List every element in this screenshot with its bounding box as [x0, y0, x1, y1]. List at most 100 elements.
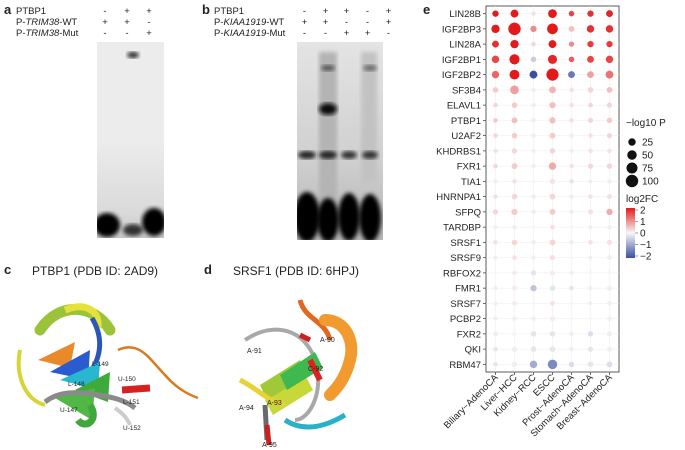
residue-label: A-93: [267, 400, 282, 407]
y-tick-label: LIN28B: [449, 9, 481, 20]
dot-ELAVL1-Liver−HCC: [511, 102, 518, 108]
dot-KHDRBS1-Liver−HCC: [511, 148, 518, 154]
color-legend-label: −1: [640, 240, 652, 251]
dot-IGF2BP2-ESCC: [546, 68, 559, 81]
dot-HNRNPA1-Biliary−AdenoCA: [493, 194, 498, 199]
dot-SRSF1-Biliary−AdenoCA: [493, 240, 498, 245]
dot-RBFOX2-Prost−AdenoCA: [569, 270, 574, 275]
size-legend-dot: [626, 162, 638, 174]
dot-TARDBP-Breast−AdenoCA: [607, 224, 612, 230]
dot-SRSF1-ESCC: [549, 239, 556, 246]
shifted-band-lane2: [319, 103, 337, 115]
dot-U2AF2-Liver−HCC: [511, 132, 518, 139]
dot-LIN28A-Liver−HCC: [510, 39, 519, 49]
dot-IGF2BP3-Liver−HCC: [508, 22, 521, 36]
y-tick-label: FMR1: [455, 284, 481, 295]
dot-KHDRBS1-Biliary−AdenoCA: [493, 148, 498, 153]
dot-HNRNPA1-Kidney−RCC: [531, 194, 536, 199]
dot-TIA1-ESCC: [549, 178, 556, 184]
panel-label-a: a: [4, 2, 12, 17]
dot-RBFOX2-Stomach−AdenoCA: [588, 270, 593, 276]
dot-LIN28B-Prost−AdenoCA: [568, 10, 575, 17]
lane-row-label: P-KIAA1919-WT: [214, 17, 285, 28]
dot-KHDRBS1-Prost−AdenoCA: [569, 148, 574, 153]
y-tick-label: TARDBP: [443, 223, 481, 234]
dot-FXR2-Kidney−RCC: [530, 331, 537, 337]
dot-IGF2BP3-Biliary−AdenoCA: [491, 24, 500, 34]
y-tick-label: QKI: [465, 345, 481, 356]
dot-ELAVL1-ESCC: [549, 101, 556, 109]
dot-FXR2-Stomach−AdenoCA: [587, 331, 594, 337]
dot-SFPQ-Prost−AdenoCA: [569, 209, 574, 215]
dot-TARDBP-Prost−AdenoCA: [569, 225, 574, 230]
dot-KHDRBS1-Stomach−AdenoCA: [588, 148, 593, 154]
lane-sign: +: [343, 6, 350, 17]
dot-RBFOX2-Biliary−AdenoCA: [493, 270, 498, 275]
dot-U2AF2-Biliary−AdenoCA: [493, 133, 498, 138]
dot-RBM47-Stomach−AdenoCA: [587, 361, 594, 368]
panel-label-c: c: [4, 262, 12, 277]
dot-TARDBP-Kidney−RCC: [531, 225, 536, 230]
lane-row-label: P-TRIM38-WT: [16, 17, 78, 28]
dot-SRSF7-Prost−AdenoCA: [569, 301, 574, 306]
dot-IGF2BP1-Biliary−AdenoCA: [491, 55, 500, 64]
panel-c-title: PTBP1 (PDB ID: 2AD9): [32, 264, 159, 278]
y-tick-label: SRSF1: [450, 238, 481, 249]
dot-RBM47-Liver−HCC: [511, 361, 518, 368]
residue-label: U-152: [123, 425, 141, 432]
free-probe-band-lane3: [338, 193, 360, 240]
lane-sign: +: [343, 28, 350, 39]
dot-ELAVL1-Breast−AdenoCA: [606, 102, 613, 108]
dot-RBM47-Breast−AdenoCA: [606, 361, 613, 368]
dot-SRSF9-Biliary−AdenoCA: [493, 255, 498, 260]
dot-SFPQ-Breast−AdenoCA: [606, 208, 613, 216]
ptbp1-structure-image: L-148 L-149 U-150 L-151 U-147 U-152: [16, 303, 199, 432]
dot-KHDRBS1-Breast−AdenoCA: [607, 148, 612, 154]
dot-SRSF7-Liver−HCC: [512, 301, 517, 306]
dot-SRSF7-Kidney−RCC: [531, 301, 536, 306]
dot-SFPQ-Liver−HCC: [511, 208, 518, 216]
color-legend-label: −2: [640, 252, 652, 263]
size-legend-dot: [627, 150, 637, 160]
dot-TIA1-Breast−AdenoCA: [607, 179, 612, 184]
dot-PCBP2-Kidney−RCC: [531, 316, 536, 321]
dot-LIN28B-ESCC: [548, 9, 557, 18]
dot-TARDBP-ESCC: [550, 224, 555, 230]
dot-LIN28A-Stomach−AdenoCA: [587, 40, 594, 48]
dot-SRSF9-Stomach−AdenoCA: [588, 255, 593, 260]
size-legend-label: 100: [642, 177, 659, 188]
lane-sign: +: [146, 28, 152, 39]
dot-FMR1-Biliary−AdenoCA: [493, 285, 498, 291]
dot-IGF2BP1-Kidney−RCC: [530, 56, 537, 63]
dot-LIN28A-Kidney−RCC: [531, 41, 536, 47]
lane-sign: -: [125, 28, 129, 39]
y-tick-label: SF3B4: [452, 85, 481, 96]
dot-SRSF7-Biliary−AdenoCA: [493, 301, 498, 306]
dot-SF3B4-ESCC: [549, 86, 556, 94]
lane-sign: +: [385, 17, 392, 28]
residue-label: L-151: [123, 399, 140, 406]
lane-sign: -: [302, 28, 307, 39]
dot-PTBP1-Liver−HCC: [511, 117, 518, 124]
y-tick-label: FXR1: [457, 162, 481, 173]
dot-QKI-Stomach−AdenoCA: [587, 346, 594, 352]
dot-RBM47-Prost−AdenoCA: [568, 361, 575, 368]
lane-sign: -: [365, 17, 370, 28]
residue-label: A-91: [247, 348, 262, 355]
dot-SFPQ-ESCC: [549, 208, 556, 215]
dot-IGF2BP3-Breast−AdenoCA: [605, 25, 614, 33]
dot-PTBP1-ESCC: [549, 117, 556, 124]
lane-sign: +: [385, 6, 392, 17]
dot-SRSF1-Kidney−RCC: [531, 240, 536, 245]
y-tick-label: IGF2BP1: [442, 55, 481, 66]
dot-SFPQ-Stomach−AdenoCA: [587, 209, 594, 215]
dot-LIN28A-Prost−AdenoCA: [568, 41, 575, 47]
dot-TARDBP-Stomach−AdenoCA: [588, 225, 593, 230]
dot-SRSF9-Prost−AdenoCA: [569, 255, 574, 260]
y-tick-label: RBM47: [449, 360, 481, 371]
dot-LIN28B-Breast−AdenoCA: [606, 10, 613, 18]
y-tick-label: KHDRBS1: [436, 146, 481, 157]
panel-d-title: SRSF1 (PDB ID: 6HPJ): [233, 264, 360, 278]
dot-RBFOX2-Liver−HCC: [512, 270, 517, 276]
dot-TIA1-Biliary−AdenoCA: [493, 179, 498, 184]
